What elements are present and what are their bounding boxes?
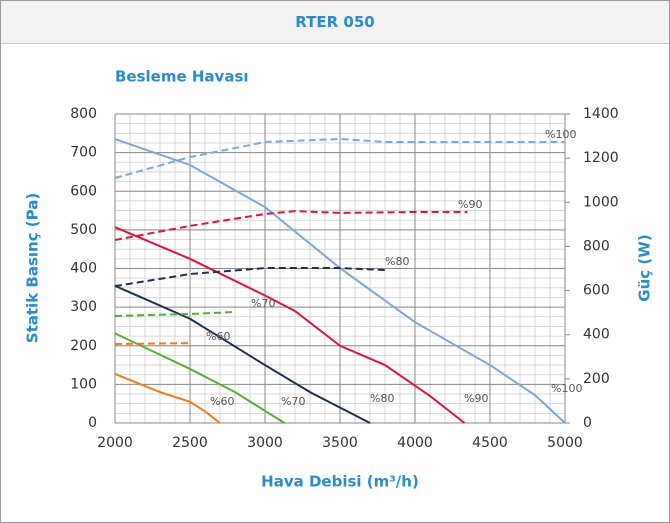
y-tick-label: 800 <box>70 106 97 122</box>
y-tick-label: 300 <box>70 299 97 315</box>
series-label: %70 <box>281 395 305 408</box>
series-label: %100 <box>551 382 582 395</box>
y2-tick-label: 0 <box>583 415 592 431</box>
x-tick-label: 3000 <box>247 435 283 451</box>
x-tick-label: 2500 <box>172 435 208 451</box>
y2-tick-label: 800 <box>583 238 610 254</box>
series-line <box>114 210 468 242</box>
x-tick-label: 3500 <box>322 435 358 451</box>
series-line <box>114 267 386 288</box>
series-label: %80 <box>385 255 409 268</box>
y-tick-label: 600 <box>70 183 97 199</box>
series-label: %90 <box>458 198 482 211</box>
y2-tick-label: 1200 <box>583 150 619 166</box>
y-tick-label: 500 <box>70 222 97 238</box>
y2-tick-label: 1000 <box>583 194 619 210</box>
y2-tick-label: 200 <box>583 371 610 387</box>
chart-subtitle: Besleme Havası <box>115 68 249 86</box>
series-line <box>114 226 466 424</box>
series-line <box>114 310 236 317</box>
series-line <box>114 373 221 424</box>
x-tick-label: 5000 <box>547 435 583 451</box>
y-tick-label: 700 <box>70 145 97 161</box>
y2-tick-label: 400 <box>583 327 610 343</box>
x-tick-label: 4000 <box>397 435 433 451</box>
x-tick-label: 2000 <box>97 435 133 451</box>
series-line <box>114 284 371 424</box>
series-label: %70 <box>251 297 275 310</box>
y-tick-label: 100 <box>70 376 97 392</box>
y-tick-label: 200 <box>70 338 97 354</box>
y2-tick-label: 1400 <box>583 106 619 122</box>
x-axis-label: Hava Debisi (m³/h) <box>261 473 419 491</box>
series-line <box>114 332 286 424</box>
y2-tick-label: 600 <box>583 283 610 299</box>
series-label: %60 <box>210 395 234 408</box>
y2-axis-label: Güç (W) <box>636 234 654 301</box>
series-label: %80 <box>370 392 394 405</box>
y-tick-label: 0 <box>88 415 97 431</box>
series-label: %60 <box>206 330 230 343</box>
y-tick-label: 400 <box>70 261 97 277</box>
series-line <box>114 137 565 179</box>
header-title: RTER 050 <box>1 1 669 44</box>
series-label: %90 <box>464 392 488 405</box>
series-label: %100 <box>545 128 576 141</box>
x-tick-label: 4500 <box>472 435 508 451</box>
y-axis-label: Statik Basınç (Pa) <box>24 193 42 343</box>
series-line <box>114 342 191 345</box>
series-line <box>114 138 566 424</box>
